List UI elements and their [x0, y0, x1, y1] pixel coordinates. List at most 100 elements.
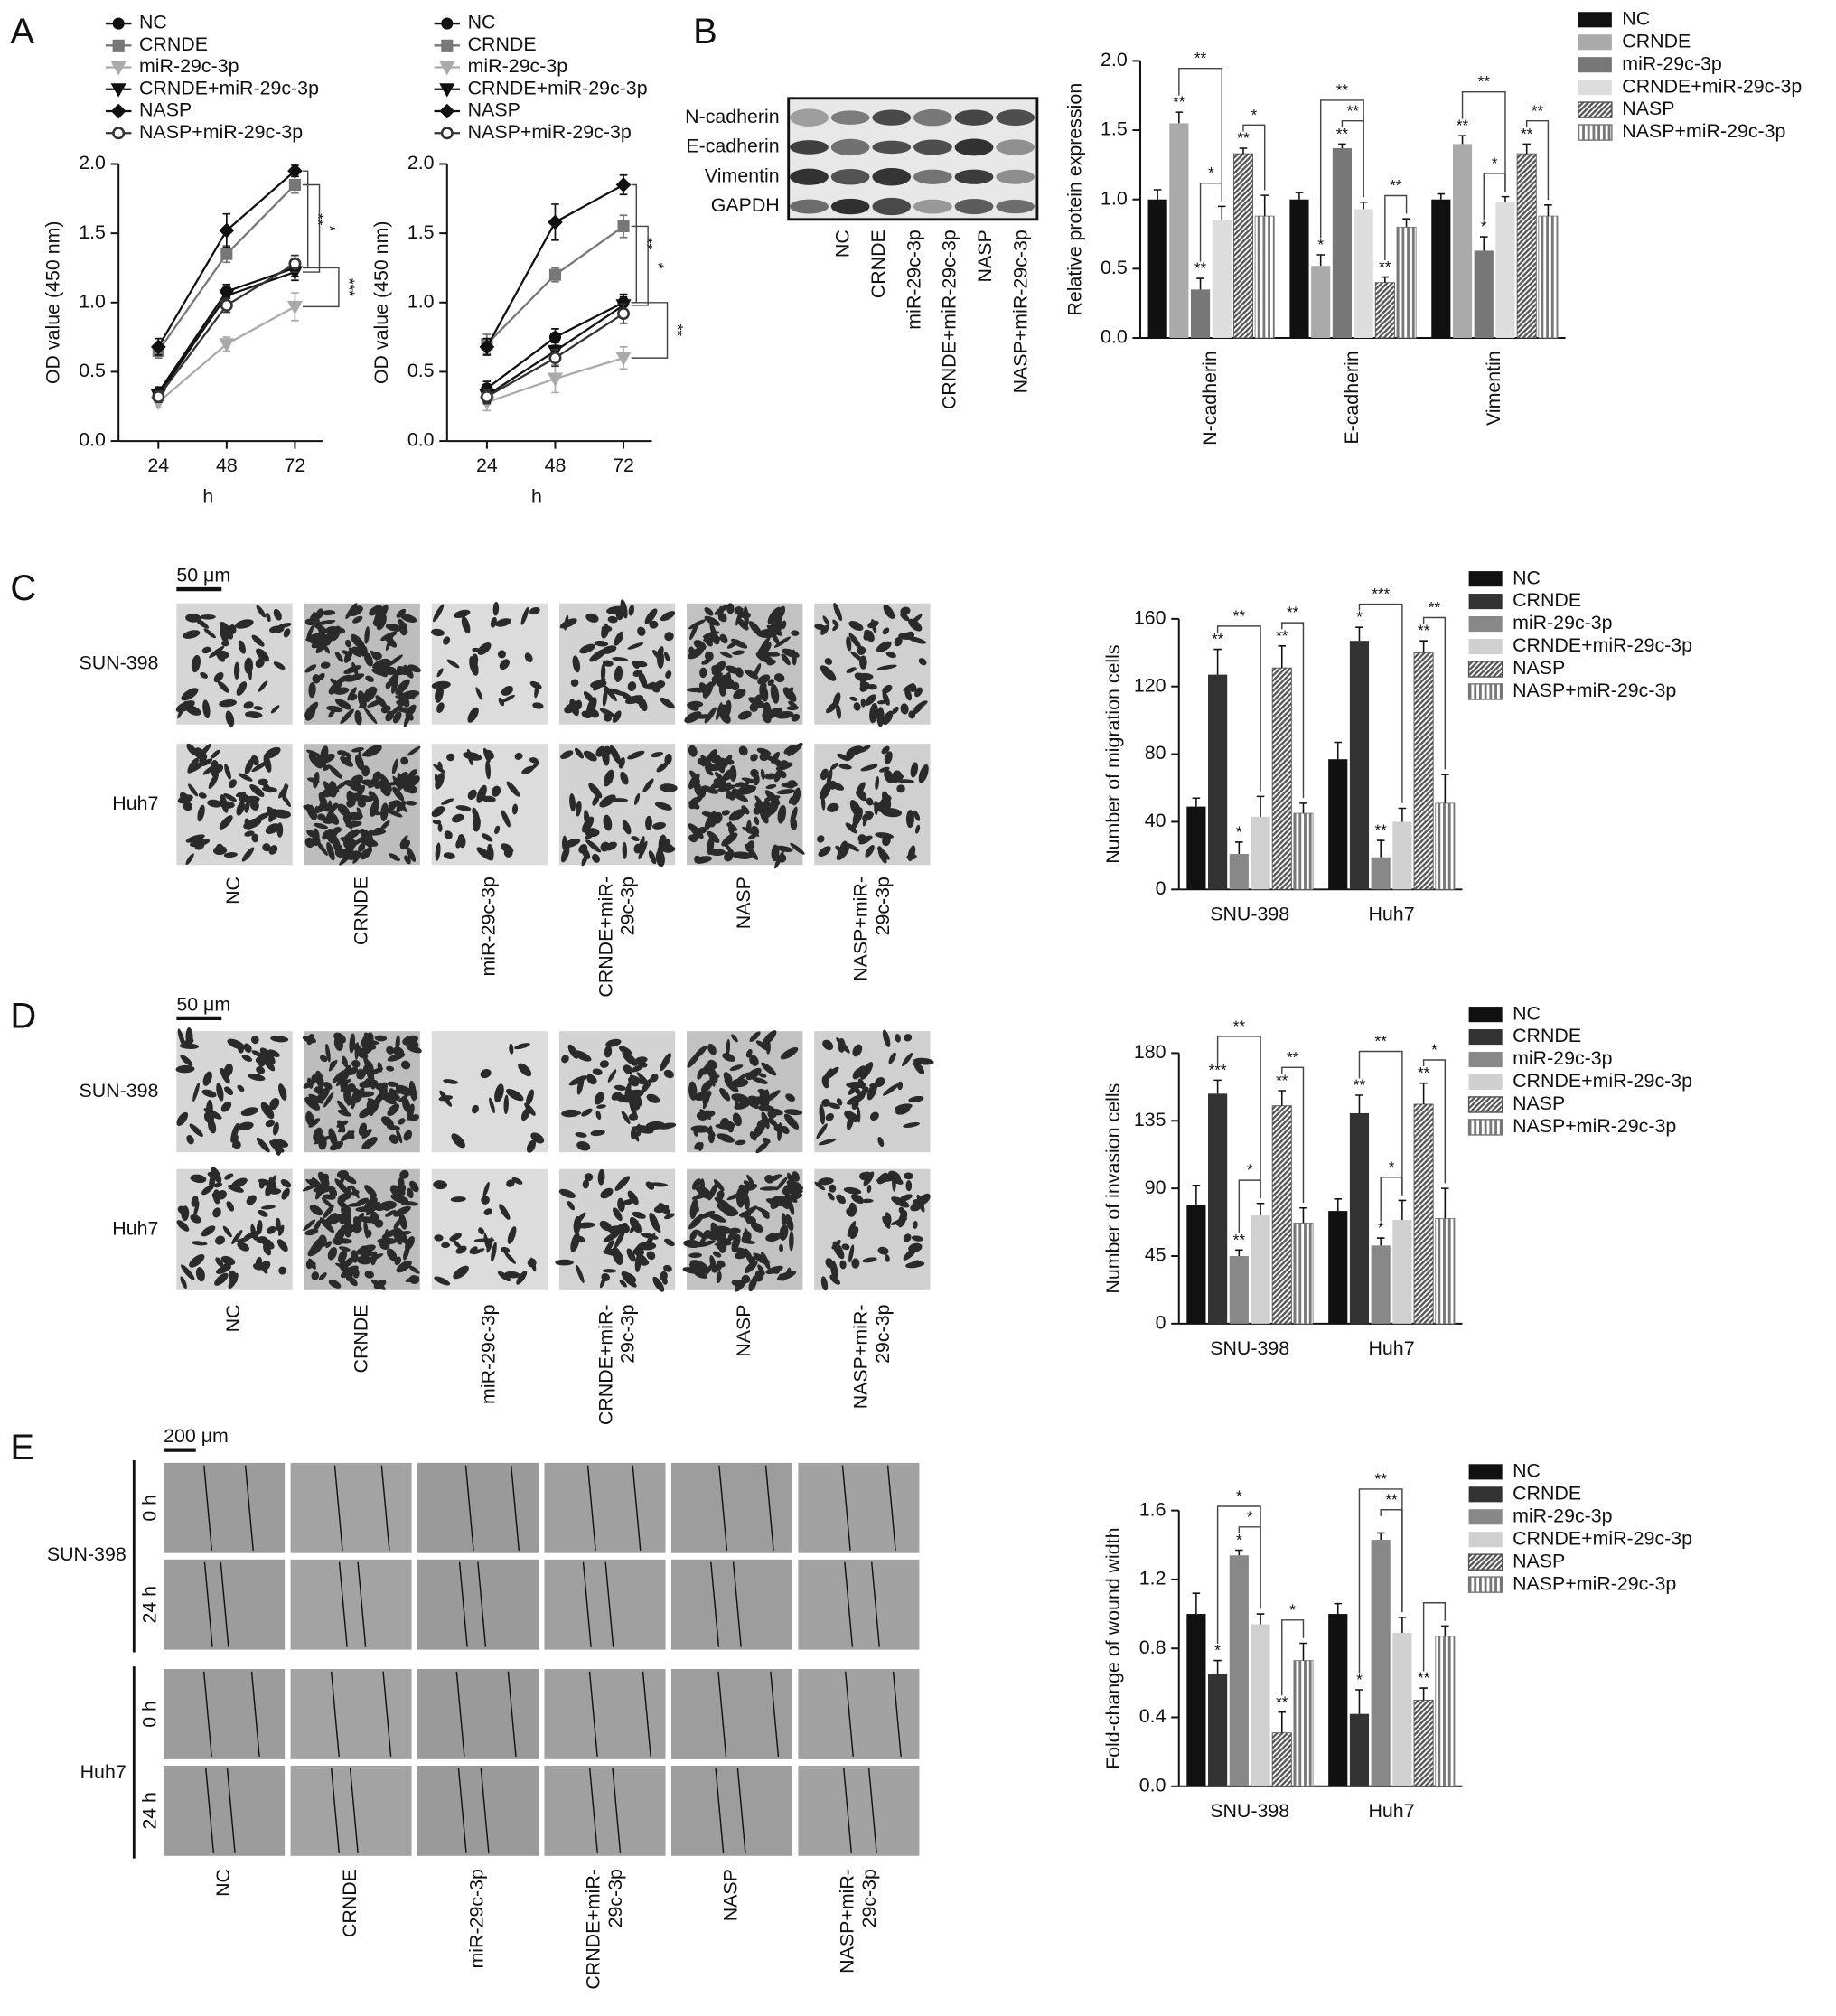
bar — [1251, 1215, 1270, 1324]
cell — [349, 1033, 356, 1054]
cell — [749, 1055, 759, 1066]
cell — [359, 1107, 372, 1119]
wound-edge — [357, 1561, 367, 1647]
x-tick-label: SNU-398 — [1210, 903, 1289, 924]
wound-edge — [203, 1561, 213, 1647]
legend-label: NASP — [1513, 1550, 1565, 1571]
error-bar — [1334, 741, 1343, 760]
cell — [272, 1121, 279, 1136]
cell — [387, 1125, 400, 1130]
cell — [327, 814, 334, 824]
cell — [876, 707, 885, 727]
cell — [306, 749, 322, 758]
cell — [313, 612, 320, 624]
cell — [503, 849, 513, 858]
cell — [269, 1140, 285, 1153]
cell — [406, 1103, 415, 1121]
legend-label: NC — [1513, 1459, 1541, 1481]
cell — [745, 1260, 758, 1273]
cell — [891, 1196, 910, 1208]
y-axis-label: Number of invasion cells — [1102, 1083, 1124, 1294]
cell — [634, 1253, 642, 1272]
cell — [864, 694, 876, 706]
cell — [688, 797, 699, 810]
cell — [202, 699, 211, 719]
cell — [613, 1207, 623, 1222]
cell — [790, 842, 805, 855]
cell — [743, 1193, 750, 1210]
cell — [409, 1180, 419, 1193]
wound-edge — [511, 1465, 520, 1551]
cell — [392, 711, 402, 724]
cell — [431, 628, 445, 637]
micrograph — [544, 1462, 666, 1553]
cell — [745, 1048, 753, 1058]
cell — [251, 1050, 264, 1058]
cell — [719, 633, 728, 644]
bar — [1538, 215, 1559, 339]
cell — [829, 782, 845, 791]
cell — [243, 1043, 252, 1053]
cell — [333, 1227, 345, 1243]
cell — [713, 811, 723, 824]
cell — [821, 1099, 830, 1107]
cell — [494, 1083, 504, 1103]
cell — [258, 680, 268, 692]
cell — [501, 686, 514, 696]
cell — [775, 845, 793, 852]
cell — [345, 639, 351, 648]
bar — [1254, 215, 1275, 339]
cell — [707, 830, 720, 844]
cell — [649, 620, 659, 629]
cell — [697, 1068, 704, 1080]
cell — [785, 1214, 794, 1232]
error-bar — [1260, 194, 1269, 217]
cell — [913, 1057, 934, 1065]
cell — [832, 619, 839, 627]
legend-label: NC — [468, 12, 496, 33]
cell — [511, 803, 519, 815]
cell — [389, 1134, 399, 1144]
x-tick-label: SNU-398 — [1210, 1800, 1289, 1822]
marker — [286, 300, 304, 315]
cell — [358, 842, 366, 852]
significance: ** — [1276, 627, 1288, 644]
y-tick-label: 1.0 — [407, 290, 435, 312]
cell — [590, 1130, 605, 1137]
blot-band — [790, 199, 829, 214]
cell — [586, 697, 597, 716]
micrograph — [670, 1559, 792, 1650]
marker — [150, 339, 166, 355]
cell — [734, 1277, 748, 1292]
significance: * — [1236, 1532, 1242, 1549]
cell — [592, 853, 601, 863]
legend-swatch — [1578, 101, 1613, 118]
cell — [374, 605, 389, 623]
significance: ** — [1276, 1073, 1288, 1090]
error-bar — [1338, 143, 1346, 148]
cell — [181, 1264, 195, 1280]
cell — [836, 1098, 843, 1106]
cell — [775, 710, 794, 719]
cell — [229, 624, 237, 634]
cell — [838, 840, 848, 857]
cell — [385, 1210, 397, 1217]
cell — [244, 1230, 262, 1240]
cell — [848, 621, 864, 632]
cell — [450, 1196, 466, 1203]
legend-swatch — [1578, 57, 1612, 73]
cell — [354, 710, 362, 726]
cell — [394, 1256, 402, 1266]
error-bar — [1278, 1711, 1287, 1733]
cell — [185, 853, 194, 866]
cell — [395, 679, 410, 695]
wound-edge — [770, 1671, 780, 1758]
cell — [623, 1064, 633, 1075]
scale-label: 50 μm — [176, 564, 230, 586]
cell — [841, 1243, 850, 1251]
cell — [663, 846, 676, 853]
cell — [849, 696, 858, 702]
cell — [309, 804, 315, 820]
cell — [601, 624, 610, 639]
blot-frame — [787, 97, 1039, 221]
